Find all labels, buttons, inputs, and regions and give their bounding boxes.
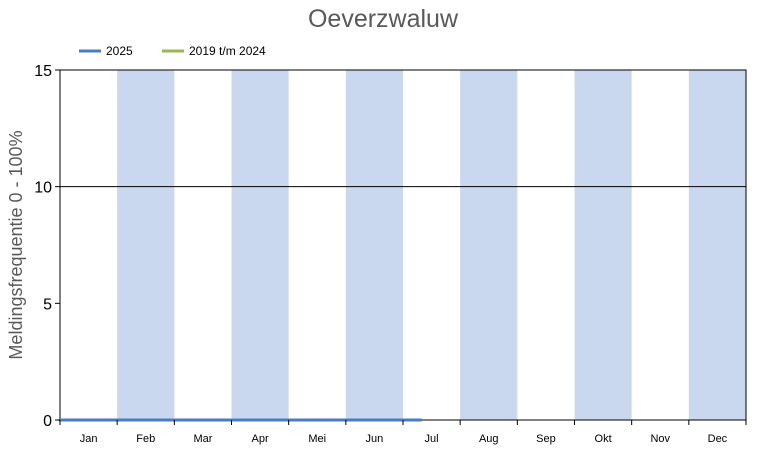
y-tick-label-15: 15 [34,63,52,80]
x-tick-label-jul: Jul [425,433,439,445]
y-tick-label-5: 5 [43,296,52,313]
month-band-jun [345,70,403,420]
legend-label-2025: 2025 [106,44,133,58]
x-tick-label-jun: Jun [366,433,384,445]
axes: 0 5 10 15 Jan Feb Mar Apr Mei Jun Jul Aug Sep Okt Nov D… [34,63,747,445]
x-tick-label-mei: Mei [308,433,326,445]
month-shading [117,70,746,420]
x-tick-label-nov: Nov [650,433,670,445]
month-band-dec [688,70,746,420]
x-tick-label-sep: Sep [536,433,556,445]
x-tick-label-apr: Apr [252,433,269,445]
x-tick-label-aug: Aug [479,433,499,445]
chart-title: Oeverzwaluw [308,5,459,33]
x-tick-label-jan: Jan [80,433,98,445]
x-tick-label-feb: Feb [136,433,155,445]
x-tick-label-okt: Okt [595,433,612,445]
month-band-okt [574,70,632,420]
y-tick-label-10: 10 [34,180,52,197]
x-tick-label-dec: Dec [708,433,728,445]
legend-label-historic: 2019 t/m 2024 [189,44,266,58]
month-band-apr [231,70,289,420]
legend: 2025 2019 t/m 2024 [79,44,266,58]
x-tick-label-mar: Mar [193,433,212,445]
month-band-aug [460,70,518,420]
y-tick-label-0: 0 [43,413,52,430]
month-band-feb [117,70,175,420]
y-axis-label: Meldingsfrequentie 0 - 100% [6,130,26,359]
